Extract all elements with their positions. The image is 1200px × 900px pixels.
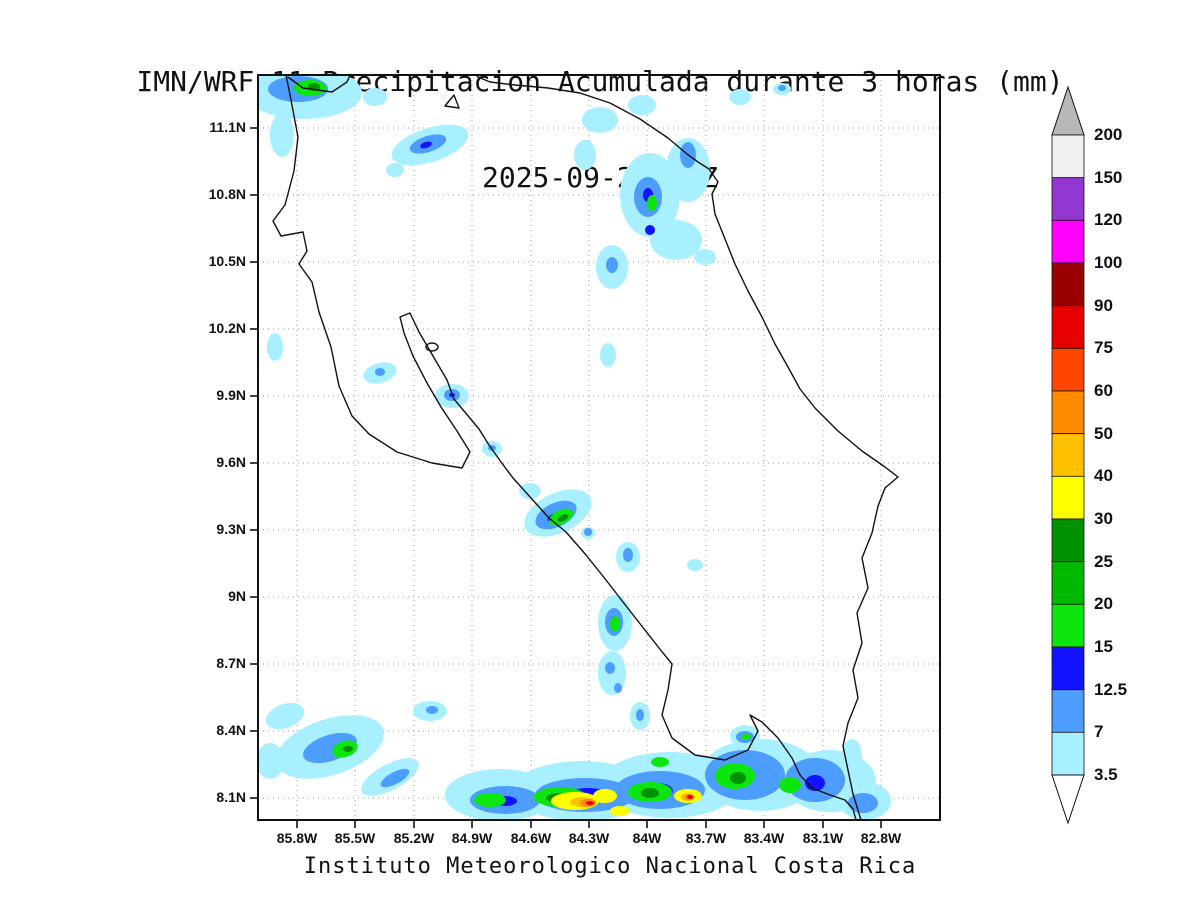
y-axis-label: 8.7N <box>216 655 246 671</box>
map-plot <box>250 74 941 828</box>
y-axis-label: 8.1N <box>216 789 246 805</box>
colorbar-segment <box>1051 646 1085 691</box>
colorbar-label: 3.5 <box>1094 765 1118 784</box>
colorbar-segment <box>1051 475 1085 520</box>
footer-caption: Instituto Meteorologico Nacional Costa R… <box>303 854 917 879</box>
colorbar-segment <box>1051 561 1085 605</box>
colorbar-label: 25 <box>1094 552 1113 571</box>
colorbar-label: 200 <box>1094 125 1123 144</box>
colorbar-segment <box>1051 689 1085 733</box>
colorbar-segment <box>1051 262 1085 307</box>
colorbar-segment <box>1051 219 1085 264</box>
x-axis-label: 85.5W <box>334 830 376 846</box>
colorbar-label: 100 <box>1094 253 1123 272</box>
colorbar-label: 30 <box>1094 509 1113 528</box>
x-axis-label: 85.8W <box>276 830 318 846</box>
y-axis-label: 9N <box>228 588 246 604</box>
colorbar-segment <box>1051 731 1085 776</box>
x-axis-label: 84.6W <box>510 830 552 846</box>
colorbar-segment <box>1051 603 1085 648</box>
x-axis-label: 84W <box>632 830 662 846</box>
y-axis-label: 10.5N <box>208 253 246 269</box>
colorbar-segment <box>1051 347 1085 392</box>
x-axis-label: 83.4W <box>743 830 785 846</box>
axis-ticks <box>250 127 882 828</box>
map-frame <box>257 74 941 821</box>
x-axis-label: 84.9W <box>451 830 493 846</box>
graticule <box>258 75 940 820</box>
x-axis-label: 82.8W <box>860 830 902 846</box>
title-line1: IMN/WRF-11 Precipitacion Acumulada duran… <box>136 65 1064 98</box>
y-axis-label: 10.8N <box>208 186 246 202</box>
colorbar <box>1051 85 1085 825</box>
gulf-island-outline <box>425 342 439 352</box>
colorbar-label: 40 <box>1094 466 1113 485</box>
colorbar-under-triangle <box>1051 774 1085 825</box>
x-axis-label: 83.7W <box>685 830 727 846</box>
precipitation-shading <box>258 75 891 820</box>
colorbar-label: 150 <box>1094 168 1123 187</box>
y-axis-label: 9.9N <box>216 387 246 403</box>
colorbar-over-triangle <box>1051 85 1085 136</box>
colorbar-label: 75 <box>1094 338 1113 357</box>
x-axis-label: 83.1W <box>802 830 844 846</box>
colorbar-label: 20 <box>1094 594 1113 613</box>
y-axis-label: 11.1N <box>209 119 246 135</box>
x-axis-label: 85.2W <box>393 830 435 846</box>
y-axis-label: 8.4N <box>216 722 246 738</box>
y-axis-label: 9.3N <box>216 521 246 537</box>
colorbar-segment <box>1051 305 1085 349</box>
colorbar-label: 120 <box>1094 210 1123 229</box>
colorbar-segment <box>1051 177 1085 221</box>
nicaragua-border-segment <box>287 75 351 93</box>
y-axis-label: 10.2N <box>208 320 246 336</box>
colorbar-label: 12.5 <box>1094 680 1128 699</box>
x-axis-label: 84.3W <box>568 830 610 846</box>
colorbar-label: 15 <box>1094 637 1113 656</box>
colorbar-label: 7 <box>1094 722 1104 741</box>
costa-rica-coastline <box>272 75 899 820</box>
colorbar-segment <box>1051 518 1085 563</box>
colorbar-segment <box>1051 134 1085 179</box>
colorbar-label: 60 <box>1094 381 1113 400</box>
colorbar-label: 90 <box>1094 296 1113 315</box>
lake-island-outline <box>444 94 460 109</box>
colorbar-segment <box>1051 390 1085 435</box>
y-axis-label: 9.6N <box>216 454 246 470</box>
colorbar-segment <box>1051 433 1085 477</box>
colorbar-label: 50 <box>1094 424 1113 443</box>
